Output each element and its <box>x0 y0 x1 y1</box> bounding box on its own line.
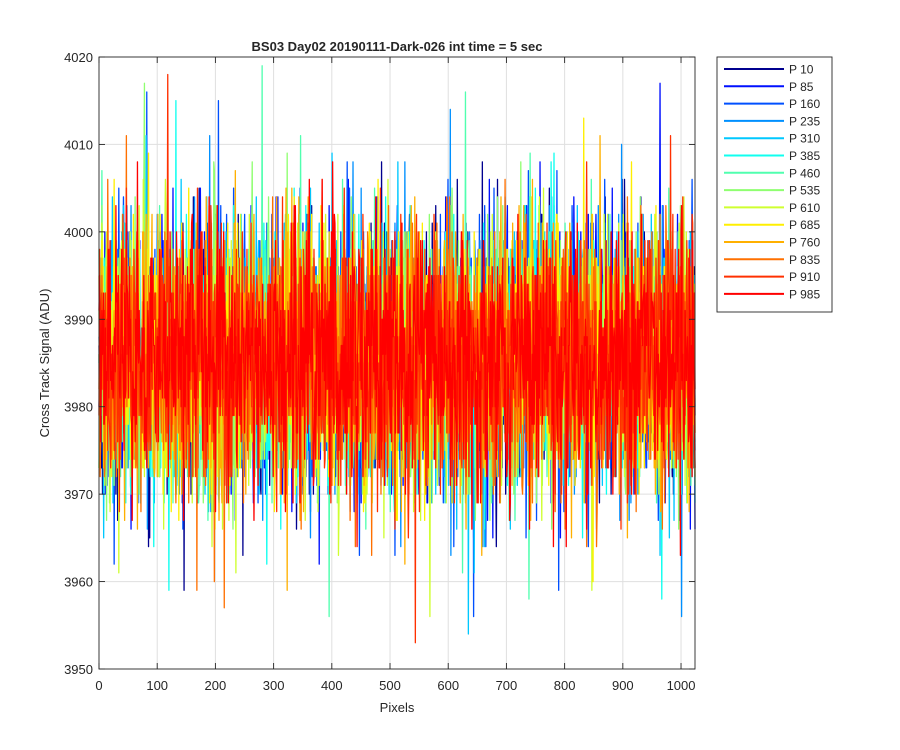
x-tick-label: 0 <box>95 678 102 693</box>
legend-label: P 310 <box>789 132 820 146</box>
series-line-p-910 <box>98 73 696 644</box>
chart-title: BS03 Day02 20190111-Dark-026 int time = … <box>252 39 543 54</box>
legend-label: P 460 <box>789 166 820 180</box>
x-axis-ticks: 0 100 200 300 400 500 600 700 800 900 1000 <box>95 57 695 693</box>
legend-label: P 535 <box>789 184 820 198</box>
legend-label: P 385 <box>789 149 820 163</box>
legend-box <box>716 56 833 313</box>
legend: P 10 P 85 P 160 P 235 P 310 P 385 P 460 P 535 P … <box>716 56 833 313</box>
legend-label: P 10 <box>789 63 814 77</box>
y-tick-label: 3960 <box>64 575 93 590</box>
y-tick-label: 3980 <box>64 400 93 415</box>
x-tick-label: 1000 <box>667 678 696 693</box>
x-tick-label: 400 <box>321 678 343 693</box>
plot-frame <box>98 56 696 670</box>
legend-label: P 235 <box>789 114 820 128</box>
x-tick-label: 800 <box>554 678 576 693</box>
x-tick-label: 700 <box>496 678 518 693</box>
legend-label: P 685 <box>789 218 820 232</box>
legend-label: P 910 <box>789 270 820 284</box>
legend-label: P 85 <box>789 80 814 94</box>
x-tick-label: 100 <box>146 678 168 693</box>
y-tick-label: 4000 <box>64 225 93 240</box>
legend-label: P 160 <box>789 97 820 111</box>
y-axis-label: Cross Track Signal (ADU) <box>37 289 52 438</box>
y-tick-label: 4020 <box>64 50 93 65</box>
x-tick-label: 900 <box>612 678 634 693</box>
x-tick-label: 500 <box>379 678 401 693</box>
y-tick-label: 3990 <box>64 312 93 327</box>
y-tick-label: 4010 <box>64 137 93 152</box>
legend-label: P 610 <box>789 201 820 215</box>
legend-label: P 835 <box>789 253 820 267</box>
series-layer <box>98 65 696 644</box>
x-axis-label: Pixels <box>380 700 415 715</box>
legend-label: P 760 <box>789 236 820 250</box>
y-axis-ticks: 3950 3960 3970 3980 3990 4000 4010 4020 <box>64 50 695 677</box>
legend-label: P 985 <box>789 287 820 301</box>
x-tick-label: 600 <box>437 678 459 693</box>
y-tick-label: 3970 <box>64 487 93 502</box>
x-tick-label: 300 <box>263 678 285 693</box>
y-tick-label: 3950 <box>64 662 93 677</box>
x-tick-label: 200 <box>205 678 227 693</box>
series-line-p-985 <box>98 161 696 556</box>
